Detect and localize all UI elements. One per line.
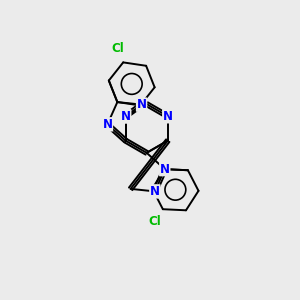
Text: Cl: Cl — [148, 215, 161, 228]
Text: N: N — [160, 163, 170, 176]
Text: N: N — [163, 110, 173, 123]
Text: N: N — [121, 110, 130, 123]
Text: Cl: Cl — [111, 42, 124, 55]
Text: N: N — [150, 185, 160, 198]
Text: N: N — [121, 110, 130, 123]
Text: N: N — [136, 98, 147, 111]
Text: N: N — [102, 118, 112, 131]
